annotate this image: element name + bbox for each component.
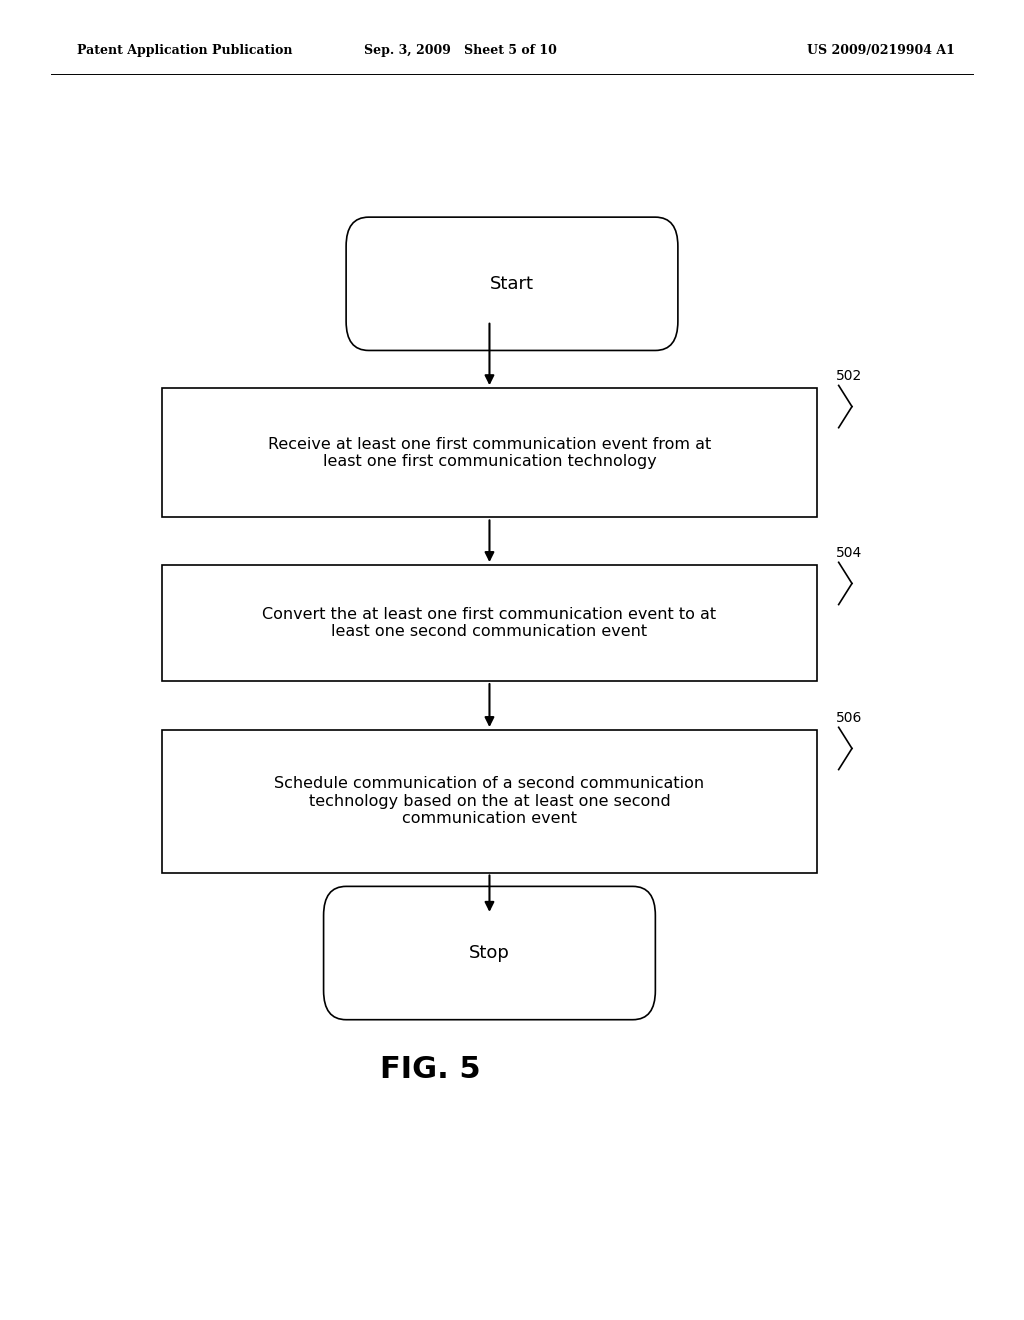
- Text: 504: 504: [836, 545, 862, 560]
- Text: US 2009/0219904 A1: US 2009/0219904 A1: [807, 44, 954, 57]
- Text: Convert the at least one first communication event to at
least one second commun: Convert the at least one first communica…: [262, 607, 717, 639]
- Text: Start: Start: [490, 275, 534, 293]
- FancyBboxPatch shape: [162, 565, 817, 681]
- Text: Sep. 3, 2009   Sheet 5 of 10: Sep. 3, 2009 Sheet 5 of 10: [365, 44, 557, 57]
- Text: Patent Application Publication: Patent Application Publication: [77, 44, 292, 57]
- Text: Receive at least one first communication event from at
least one first communica: Receive at least one first communication…: [268, 437, 711, 469]
- Text: 506: 506: [836, 710, 862, 725]
- Text: FIG. 5: FIG. 5: [380, 1055, 480, 1084]
- FancyBboxPatch shape: [346, 216, 678, 350]
- Text: Schedule communication of a second communication
technology based on the at leas: Schedule communication of a second commu…: [274, 776, 705, 826]
- Text: Stop: Stop: [469, 944, 510, 962]
- FancyBboxPatch shape: [162, 730, 817, 873]
- FancyBboxPatch shape: [324, 887, 655, 1019]
- FancyBboxPatch shape: [162, 388, 817, 517]
- Text: 502: 502: [836, 368, 862, 383]
